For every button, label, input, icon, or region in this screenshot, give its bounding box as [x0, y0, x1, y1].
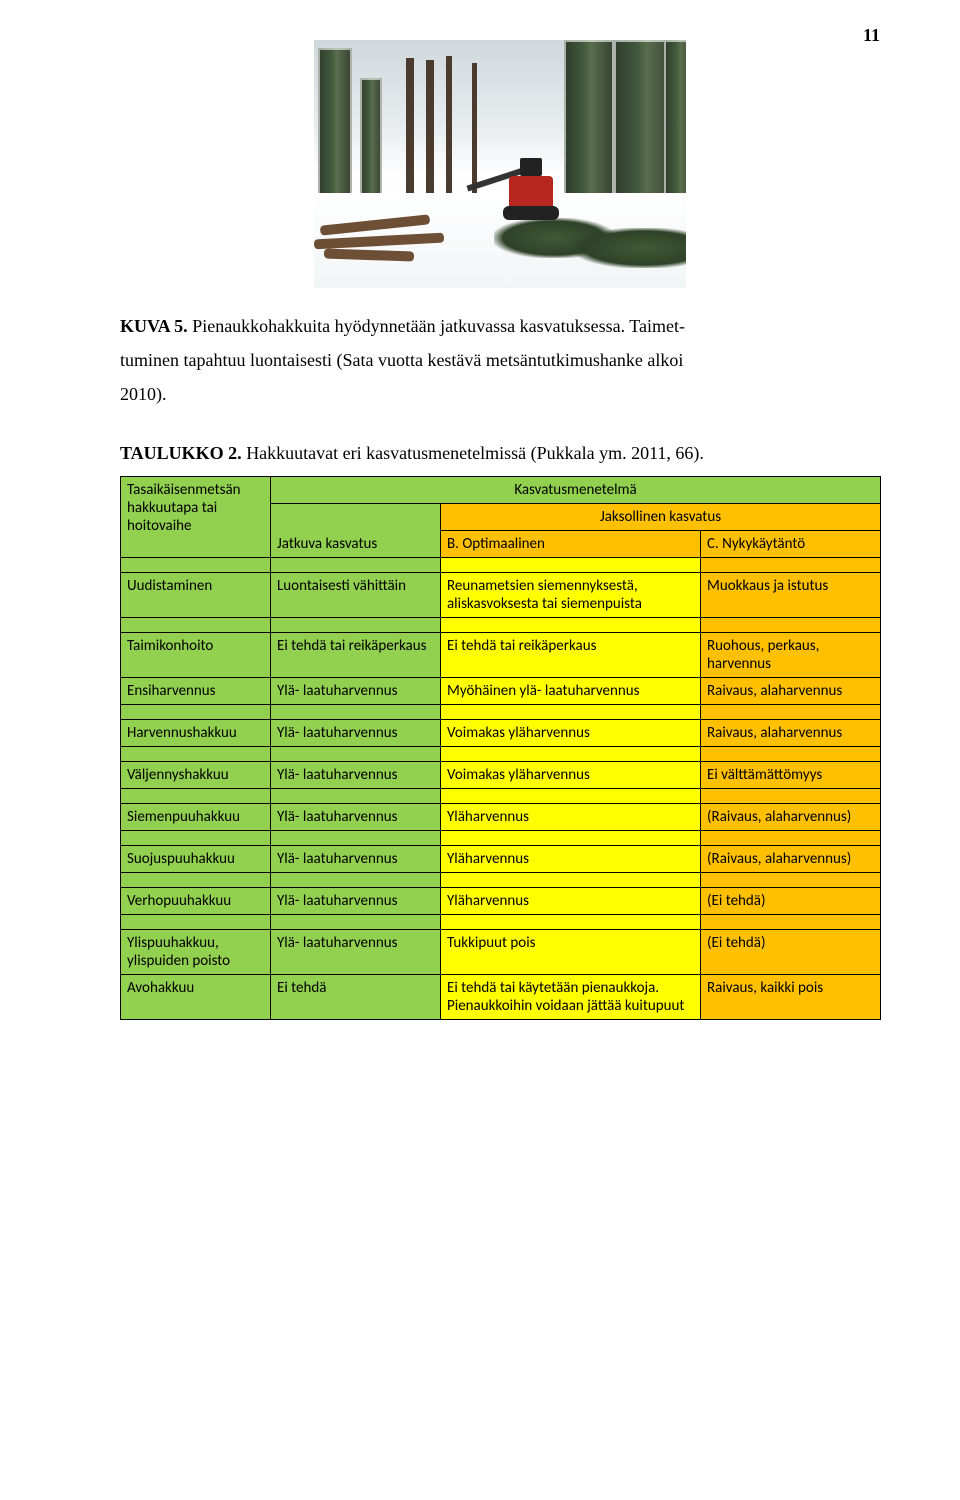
- cell: Ylä- laatuharvennus: [271, 762, 441, 789]
- cell: Yläharvennus: [441, 804, 701, 831]
- cell: Ylä- laatuharvennus: [271, 804, 441, 831]
- cell: Harvennushakkuu: [121, 720, 271, 747]
- cell: Ylä- laatuharvennus: [271, 678, 441, 705]
- cell: Luontaisesti vähittäin: [271, 573, 441, 618]
- page-number: 11: [863, 25, 880, 46]
- cell: Ylä- laatuharvennus: [271, 720, 441, 747]
- cell: (Ei tehdä): [701, 930, 881, 975]
- header-jaksollinen: Jaksollinen kasvatus: [441, 504, 881, 531]
- cell: (Ei tehdä): [701, 888, 881, 915]
- cell: Tukkipuut pois: [441, 930, 701, 975]
- cell: Voimakas yläharvennus: [441, 762, 701, 789]
- table-row: Verhopuuhakkuu Ylä- laatuharvennus Yläha…: [121, 888, 881, 915]
- cell: Voimakas yläharvennus: [441, 720, 701, 747]
- cell: Ei tehdä tai reikäperkaus: [271, 633, 441, 678]
- cell: Yläharvennus: [441, 846, 701, 873]
- cell: Ei välttämättömyys: [701, 762, 881, 789]
- cell: Väljennyshakkuu: [121, 762, 271, 789]
- cell: Ei tehdä tai reikäperkaus: [441, 633, 701, 678]
- figure-caption: KUVA 5. Pienaukkohakkuita hyödynnetään j…: [120, 309, 880, 412]
- cell: Uudistaminen: [121, 573, 271, 618]
- table-row: Harvennushakkuu Ylä- laatuharvennus Voim…: [121, 720, 881, 747]
- header-col1: Tasaikäisenmetsän hakkuutapa tai hoitova…: [121, 477, 271, 558]
- figure-caption-line1: Pienaukkohakkuita hyödynnetään jatkuvass…: [188, 316, 685, 336]
- cell: Raivaus, alaharvennus: [701, 720, 881, 747]
- figure-photo: [314, 40, 686, 288]
- cell: Siemenpuuhakkuu: [121, 804, 271, 831]
- cell: (Raivaus, alaharvennus): [701, 846, 881, 873]
- cell: Verhopuuhakkuu: [121, 888, 271, 915]
- header-col1-l2: hakkuutapa tai: [127, 499, 217, 517]
- figure-caption-lead: KUVA 5.: [120, 316, 188, 336]
- cell: (Raivaus, alaharvennus): [701, 804, 881, 831]
- cell: Raivaus, alaharvennus: [701, 678, 881, 705]
- figure-caption-line2: tuminen tapahtuu luontaisesti (Sata vuot…: [120, 350, 683, 370]
- table-row: Taimikonhoito Ei tehdä tai reikäperkaus …: [121, 633, 881, 678]
- cell: Ylispuuhakkuu, ylispuiden poisto: [121, 930, 271, 975]
- header-jatkuva: Jatkuva kasvatus: [271, 504, 441, 558]
- cell: Suojuspuuhakkuu: [121, 846, 271, 873]
- cell: Taimikonhoito: [121, 633, 271, 678]
- table-caption-lead: TAULUKKO 2.: [120, 443, 242, 463]
- table-caption: TAULUKKO 2. Hakkuutavat eri kasvatusmene…: [120, 438, 880, 469]
- cell: Ruohous, perkaus, harvennus: [701, 633, 881, 678]
- cell: Ylä- laatuharvennus: [271, 888, 441, 915]
- header-col1-l1: Tasaikäisenmetsän: [127, 481, 241, 499]
- methods-table: Tasaikäisenmetsän hakkuutapa tai hoitova…: [120, 476, 881, 1020]
- header-optB: B. Optimaalinen: [441, 531, 701, 558]
- header-col1-l3: hoitovaihe: [127, 517, 191, 535]
- cell: Avohakkuu: [121, 975, 271, 1020]
- figure-caption-line3: 2010).: [120, 384, 167, 404]
- cell: Yläharvennus: [441, 888, 701, 915]
- figure-container: [120, 40, 880, 293]
- table-row: Ensiharvennus Ylä- laatuharvennus Myöhäi…: [121, 678, 881, 705]
- cell: Ei tehdä tai käytetään pienaukkoja. Pien…: [441, 975, 701, 1020]
- cell: Ylä- laatuharvennus: [271, 846, 441, 873]
- header-optC: C. Nykykäytäntö: [701, 531, 881, 558]
- table-row: Ylispuuhakkuu, ylispuiden poisto Ylä- la…: [121, 930, 881, 975]
- header-top: Kasvatusmenetelmä: [271, 477, 881, 504]
- cell: Myöhäinen ylä- laatuharvennus: [441, 678, 701, 705]
- cell: Ylä- laatuharvennus: [271, 930, 441, 975]
- table-row: Avohakkuu Ei tehdä Ei tehdä tai käytetää…: [121, 975, 881, 1020]
- cell: Ei tehdä: [271, 975, 441, 1020]
- cell: Muokkaus ja istutus: [701, 573, 881, 618]
- table-row: Väljennyshakkuu Ylä- laatuharvennus Voim…: [121, 762, 881, 789]
- cell: Raivaus, kaikki pois: [701, 975, 881, 1020]
- table-row: Uudistaminen Luontaisesti vähittäin Reun…: [121, 573, 881, 618]
- table-row: Siemenpuuhakkuu Ylä- laatuharvennus Yläh…: [121, 804, 881, 831]
- cell: Ensiharvennus: [121, 678, 271, 705]
- table-caption-text: Hakkuutavat eri kasvatusmenetelmissä (Pu…: [242, 443, 704, 463]
- cell: Reunametsien siemennyksestä, aliskasvoks…: [441, 573, 701, 618]
- table-row: Suojuspuuhakkuu Ylä- laatuharvennus Yläh…: [121, 846, 881, 873]
